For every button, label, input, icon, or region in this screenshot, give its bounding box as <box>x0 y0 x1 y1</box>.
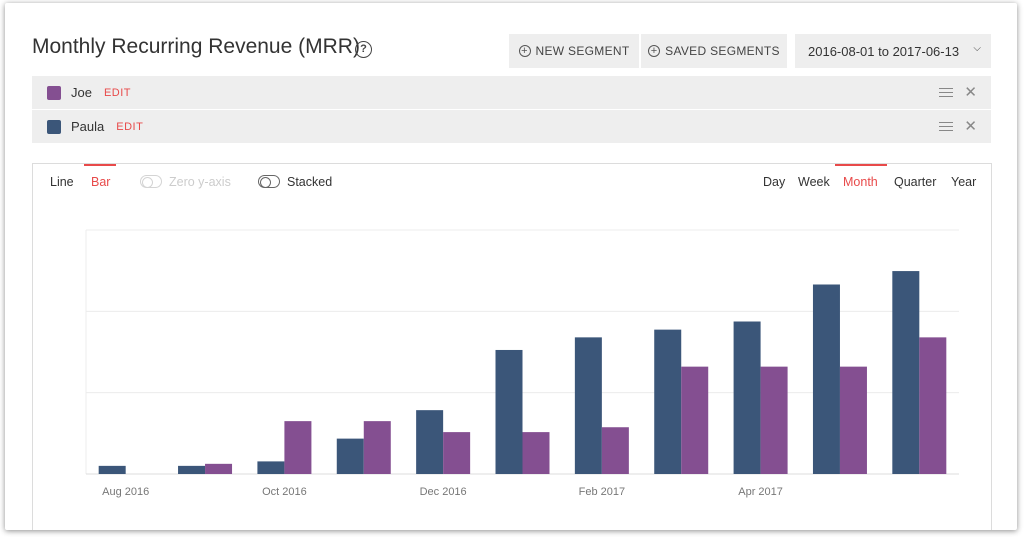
segment-color-swatch <box>47 85 61 100</box>
segment-edit-link[interactable]: EDIT <box>103 86 132 99</box>
plus-circle-icon: + <box>648 45 661 57</box>
new-segment-button[interactable]: + NEW SEGMENT <box>509 34 639 68</box>
active-period-indicator <box>835 164 887 166</box>
bar-joe <box>284 421 312 474</box>
bar-joe <box>601 427 629 474</box>
bar-paula <box>336 438 364 474</box>
page-title: Monthly Recurring Revenue (MRR) <box>32 35 360 58</box>
chevron-down-icon: ⌵ <box>973 43 981 54</box>
drag-handle-icon[interactable] <box>939 88 953 97</box>
bar-joe <box>205 463 233 474</box>
bar-paula <box>495 349 523 474</box>
tab-bar[interactable]: Bar <box>91 175 111 189</box>
x-tick-label: Dec 2016 <box>420 486 467 498</box>
bar-paula <box>654 329 682 474</box>
date-range-select[interactable]: 2016-08-01 to 2017-06-13 ⌵ <box>795 34 991 68</box>
x-tick-label: Apr 2017 <box>738 486 783 498</box>
stacked-toggle[interactable] <box>258 175 280 188</box>
period-quarter[interactable]: Quarter <box>894 175 937 189</box>
close-icon[interactable]: ✕ <box>964 84 977 101</box>
new-segment-label: NEW SEGMENT <box>535 44 630 58</box>
bar-joe <box>760 366 788 474</box>
bar-joe <box>919 337 947 474</box>
segment-name: Joe <box>71 85 92 100</box>
segment-color-swatch <box>47 119 61 134</box>
period-day[interactable]: Day <box>763 175 786 189</box>
help-icon[interactable]: ? <box>355 41 372 58</box>
app-window: Monthly Recurring Revenue (MRR) ? + NEW … <box>5 3 1017 530</box>
bar-joe <box>681 366 709 474</box>
bar-joe <box>522 432 550 474</box>
bar-paula <box>178 465 206 474</box>
segment-row-joe: Joe EDIT ✕ <box>32 76 991 109</box>
bar-joe <box>443 432 471 474</box>
bar-paula <box>257 461 285 474</box>
bar-paula <box>98 465 126 474</box>
x-tick-label: Aug 2016 <box>102 486 149 498</box>
date-range-value: 2016-08-01 to 2017-06-13 <box>808 43 960 59</box>
segment-edit-link[interactable]: EDIT <box>116 120 144 133</box>
x-tick-label: Oct 2016 <box>262 486 307 498</box>
close-icon[interactable]: ✕ <box>964 118 977 135</box>
zero-y-axis-label: Zero y-axis <box>169 175 231 189</box>
chart-panel: Line Bar Zero y-axis Stacked Day Week Mo… <box>32 163 992 530</box>
period-month[interactable]: Month <box>843 175 878 189</box>
bar-paula <box>812 284 840 474</box>
bar-joe <box>363 421 391 474</box>
mrr-bar-chart: Aug 2016 Oct 2016 Dec 2016 Feb 2017 Apr 2017 <box>85 229 959 498</box>
stacked-label: Stacked <box>287 175 333 189</box>
period-week[interactable]: Week <box>798 175 830 189</box>
period-year[interactable]: Year <box>951 175 977 189</box>
segment-name: Paula <box>71 119 105 134</box>
x-tick-label: Feb 2017 <box>579 486 625 498</box>
tab-line[interactable]: Line <box>50 175 74 189</box>
bar-paula <box>574 337 602 474</box>
zero-y-axis-toggle[interactable] <box>140 175 162 188</box>
saved-segments-button[interactable]: + SAVED SEGMENTS <box>641 34 787 68</box>
saved-segments-label: SAVED SEGMENTS <box>665 44 780 58</box>
bar-joe <box>839 366 867 474</box>
plus-circle-icon: + <box>518 45 531 57</box>
bar-paula <box>892 271 920 474</box>
bar-paula <box>416 410 444 474</box>
active-tab-indicator <box>84 164 116 166</box>
segment-row-paula: Paula EDIT ✕ <box>32 110 991 143</box>
drag-handle-icon[interactable] <box>939 122 953 131</box>
bar-paula <box>733 321 761 474</box>
